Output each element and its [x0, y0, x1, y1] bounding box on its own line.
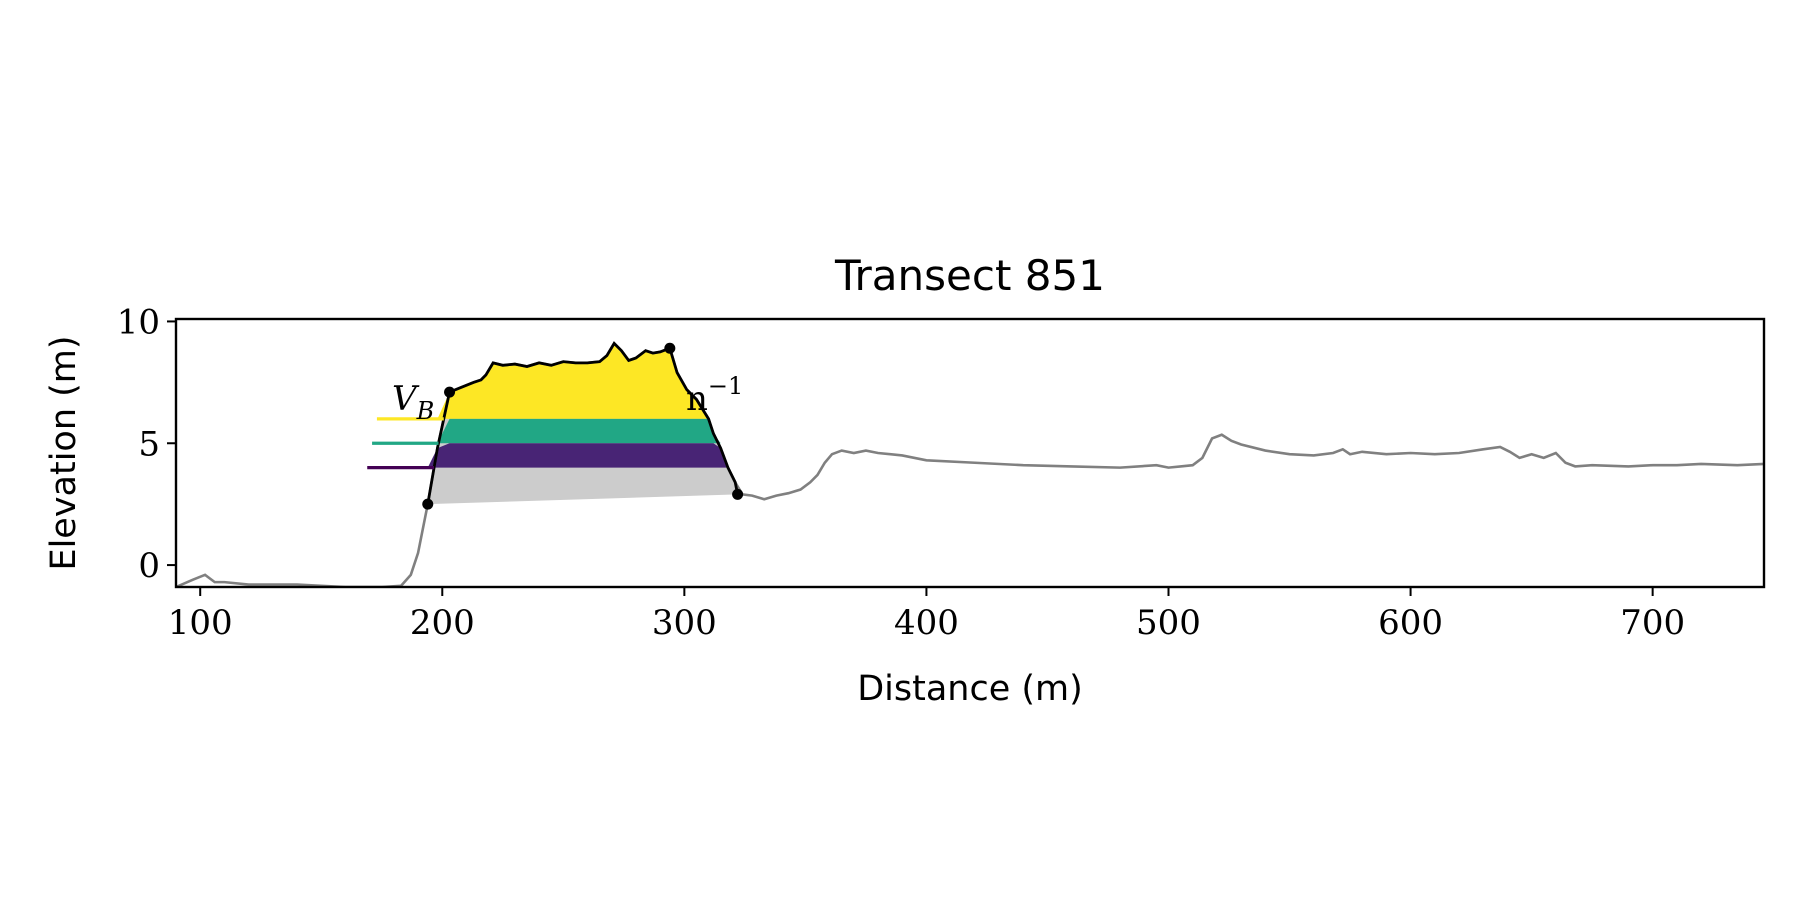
- chart-title: Transect 851: [834, 251, 1105, 300]
- volume-label-v: V: [392, 379, 420, 419]
- dune-outline: [426, 341, 739, 505]
- dune-crest-point: [664, 342, 676, 354]
- dune-points: [422, 342, 744, 510]
- dune-heel-point: [732, 488, 744, 500]
- y-tick-label-0: 0: [138, 546, 160, 586]
- plot-area: [176, 341, 1764, 587]
- dune-vertex-point: [444, 386, 456, 398]
- x-tick-label-100: 100: [168, 603, 233, 643]
- volume-label-sub: B: [416, 397, 435, 425]
- x-tick-label-400: 400: [894, 603, 959, 643]
- x-tick-label-700: 700: [1620, 603, 1685, 643]
- x-tick-label-500: 500: [1136, 603, 1201, 643]
- svg-text:n−1: n−1: [686, 372, 743, 419]
- x-axis: 100 200 300 400 500 600 700: [168, 587, 1685, 643]
- x-tick-label-200: 200: [410, 603, 475, 643]
- y-axis-title: Elevation (m): [44, 335, 84, 570]
- y-tick-label-10: 10: [117, 302, 160, 342]
- elevation-band-3: [427, 443, 738, 468]
- y-tick-label-5: 5: [138, 424, 160, 464]
- volume-annotation: VB n−1: [392, 372, 743, 425]
- y-axis: 0 5 10: [117, 302, 176, 586]
- elevation-band-1: [427, 343, 738, 419]
- plot-frame: [174, 317, 1766, 589]
- x-axis-title: Distance (m): [857, 669, 1083, 709]
- dune-toe-point: [422, 498, 434, 510]
- svg-text:VB: VB: [392, 379, 434, 425]
- volume-label-n: n: [686, 379, 708, 419]
- x-tick-label-300: 300: [652, 603, 717, 643]
- volume-label-sup: −1: [708, 372, 743, 400]
- reference-lines: [367, 417, 444, 470]
- elevation-band-2: [427, 418, 738, 444]
- elevation-bands: [427, 343, 738, 468]
- x-tick-label-600: 600: [1378, 603, 1443, 643]
